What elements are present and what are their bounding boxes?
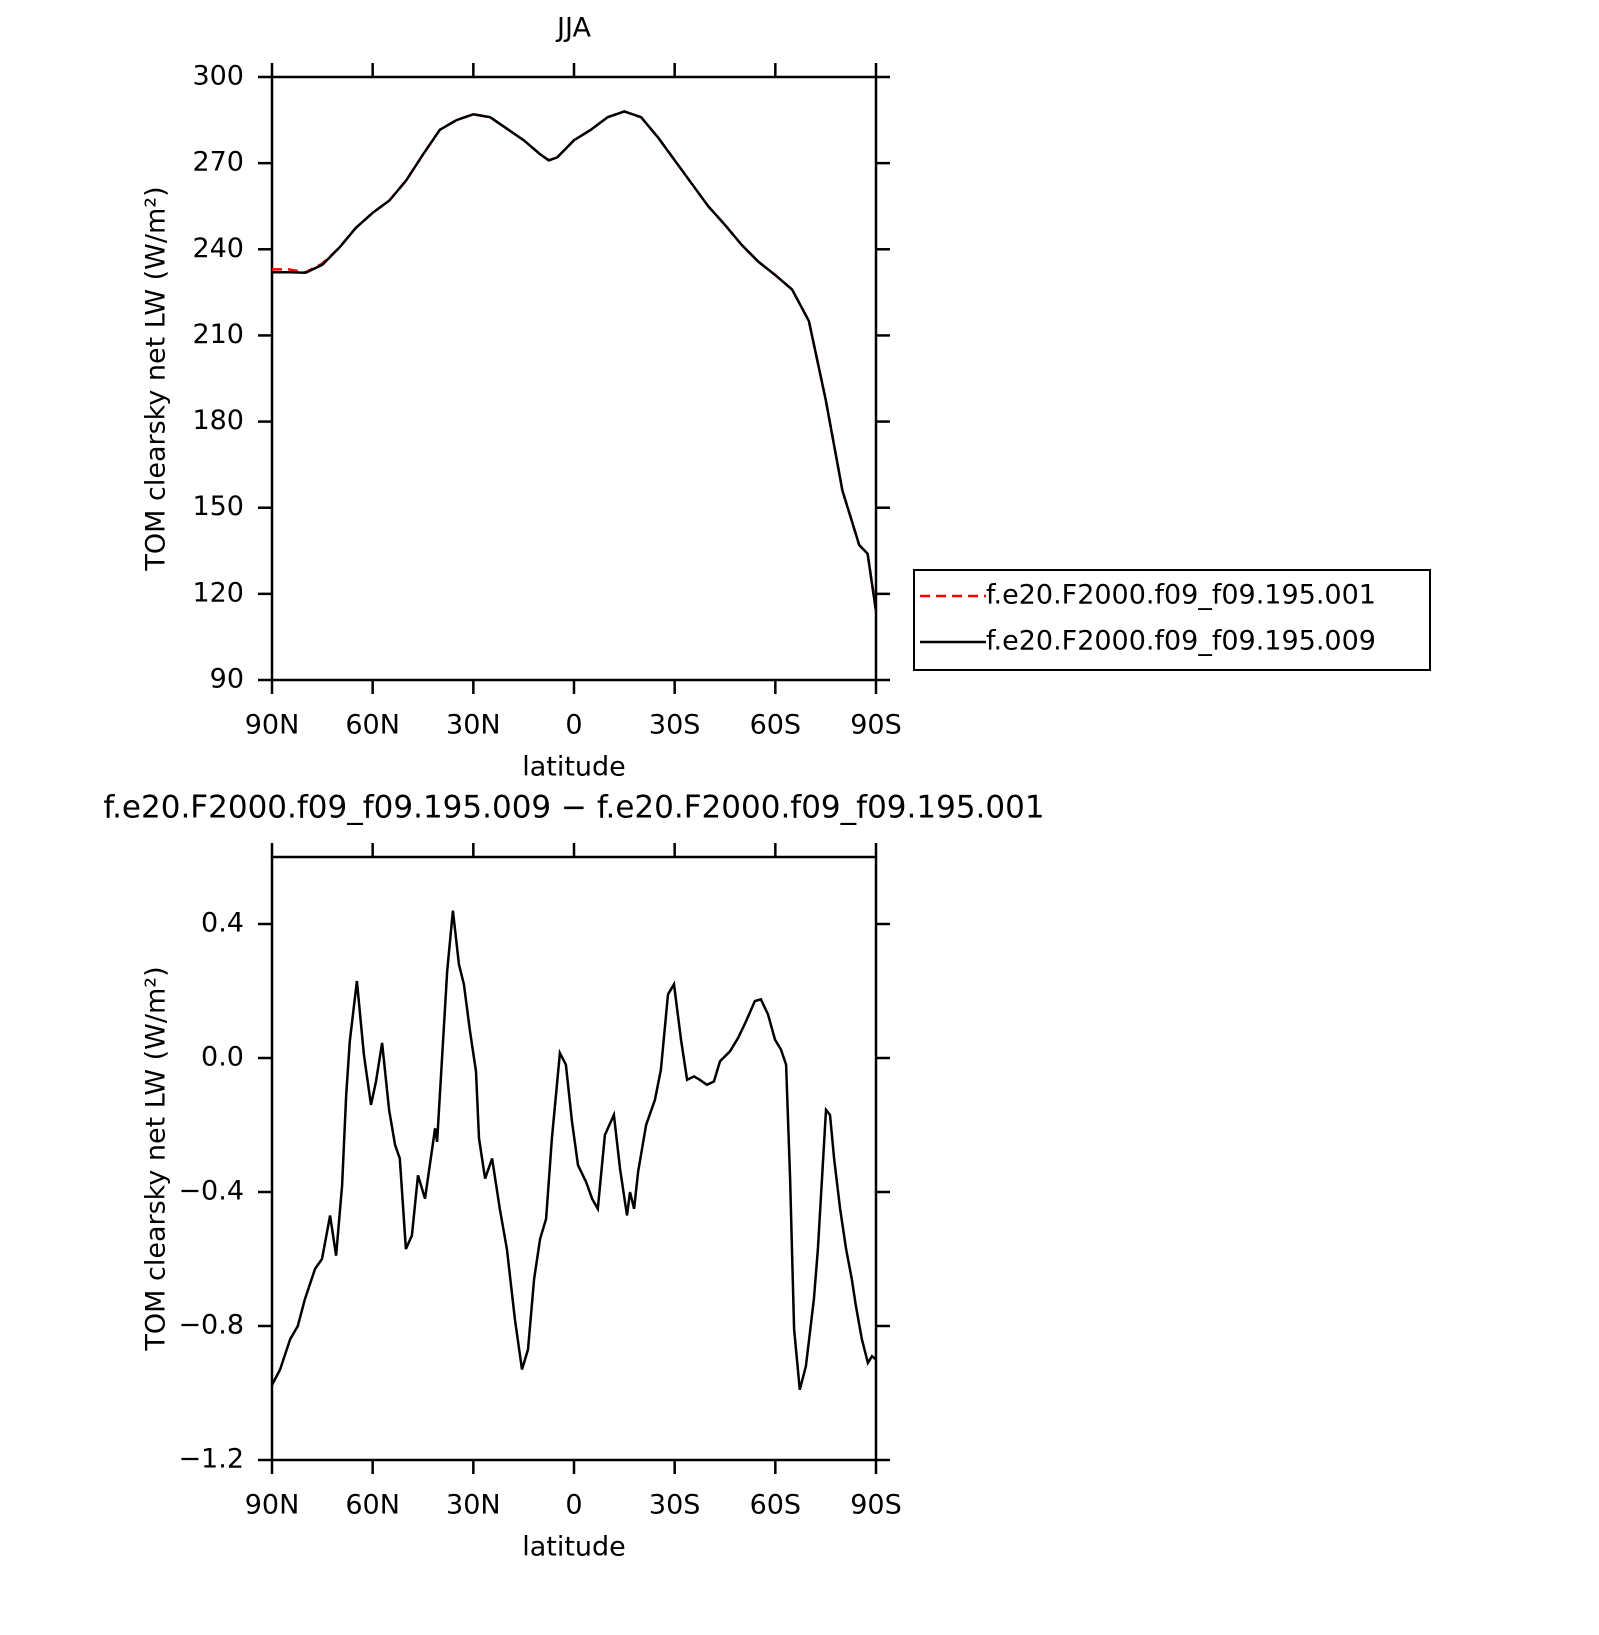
y-tick-label: 300 [192, 61, 244, 92]
legend-label: f.e20.F2000.f09_f09.195.009 [986, 626, 1376, 657]
x-tick-label: 60N [345, 1490, 400, 1521]
y-tick-label: 0.4 [201, 908, 244, 939]
data-line [272, 110, 878, 612]
y-tick-label: 0.0 [201, 1042, 244, 1073]
legend-box [913, 569, 1431, 671]
x-tick-label: 0 [565, 1490, 582, 1521]
y-tick-label: −0.8 [178, 1310, 244, 1341]
x-tick-label: 0 [565, 710, 582, 741]
y-tick-label: 180 [192, 405, 244, 436]
y-tick-label: −1.2 [178, 1444, 244, 1475]
y-axis-label: TOM clearsky net LW (W/m²) [141, 186, 172, 571]
y-tick-label: 270 [192, 147, 244, 178]
x-tick-label: 90N [245, 1490, 300, 1521]
x-tick-label: 90S [850, 1490, 902, 1521]
plot-frame [270, 855, 878, 1462]
chart-title: f.e20.F2000.f09_f09.195.009 − f.e20.F200… [103, 790, 1044, 826]
y-tick-label: −0.4 [178, 1176, 244, 1207]
y-tick-label: 120 [192, 577, 244, 608]
y-axis-label: TOM clearsky net LW (W/m²) [141, 966, 172, 1351]
chart-title: JJA [555, 13, 591, 44]
data-line [270, 910, 877, 1391]
data-line [272, 110, 878, 612]
x-tick-label: 30N [446, 1490, 501, 1521]
y-tick-label: 210 [192, 319, 244, 350]
y-tick-label: 90 [210, 664, 244, 695]
x-tick-label: 30S [649, 1490, 701, 1521]
y-tick-label: 240 [192, 233, 244, 264]
x-tick-label: 30N [446, 710, 501, 741]
x-tick-label: 30S [649, 710, 701, 741]
x-axis-label: latitude [522, 752, 626, 783]
plot-frame [270, 75, 878, 682]
legend-label: f.e20.F2000.f09_f09.195.001 [986, 580, 1376, 611]
x-axis-label: latitude [522, 1532, 626, 1563]
y-tick-label: 150 [192, 491, 244, 522]
x-tick-label: 60S [750, 710, 802, 741]
x-tick-label: 60S [750, 1490, 802, 1521]
x-tick-label: 60N [345, 710, 400, 741]
x-tick-label: 90N [245, 710, 300, 741]
x-tick-label: 90S [850, 710, 902, 741]
